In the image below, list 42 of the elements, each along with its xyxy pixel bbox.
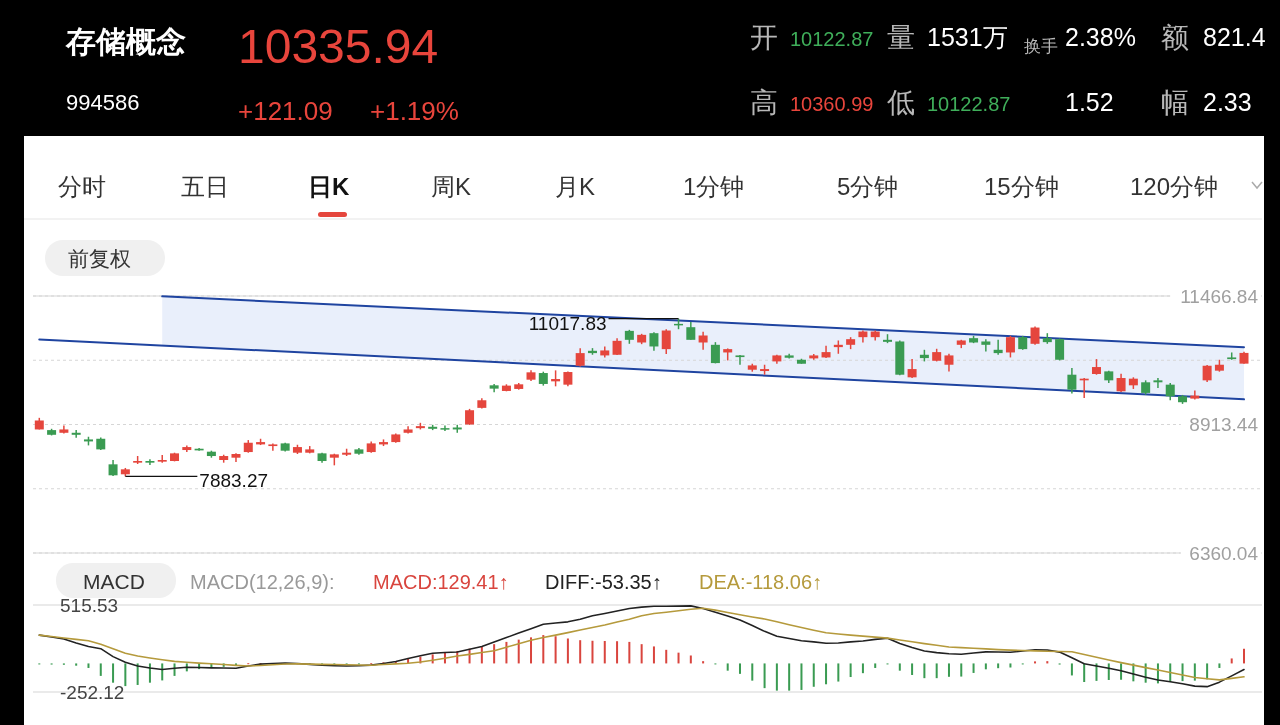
text: 日K (308, 173, 350, 200)
text: 五日 (181, 173, 229, 200)
text: 1531万 (927, 23, 1008, 51)
text: MACD:129.41↑ (373, 571, 509, 593)
text: 15分钟 (984, 173, 1059, 200)
text: 高 (750, 87, 778, 118)
text: +121.09 (238, 96, 333, 126)
series-label: DIFF:-53.35↑ (545, 571, 662, 593)
y-tick-label: 11466.84 (1180, 285, 1259, 307)
text: 分时 (58, 173, 106, 200)
annotation: 11017.83 (528, 312, 607, 334)
text: 换手 (1024, 37, 1058, 56)
text: 994586 (66, 90, 140, 115)
text: 10122.87 (790, 28, 874, 50)
text: 10360.99 (790, 93, 874, 115)
text: 周K (431, 173, 472, 200)
text: 10122.87 (927, 93, 1011, 115)
text: 额 (1161, 22, 1189, 53)
text: 1.52 (1065, 88, 1114, 116)
text: 低 (887, 87, 915, 118)
chart-title: MACD (83, 570, 145, 593)
y-tick-label: 515.53 (60, 594, 119, 616)
text: +1.19% (370, 96, 459, 126)
text: 量 (887, 22, 915, 53)
text: 前复权 (68, 247, 131, 270)
annotation: 7883.27 (199, 470, 269, 492)
text: 10335.94 (238, 20, 439, 73)
text: 120分钟 (1130, 173, 1219, 200)
series-label: DEA:-118.06↑ (699, 571, 823, 593)
y-tick-label: -252.12 (60, 681, 125, 703)
text: 月K (555, 173, 596, 200)
y-tick-label: 6360.04 (1189, 542, 1259, 564)
text: 2.38% (1065, 23, 1136, 51)
text: 2.33 (1203, 88, 1252, 116)
y-tick-label: 8913.44 (1189, 414, 1259, 435)
text: 存储概念 (65, 25, 186, 58)
text: 5分钟 (837, 173, 899, 200)
text: 幅 (1161, 87, 1189, 118)
text: 1分钟 (683, 173, 745, 200)
text: 821.4 (1203, 23, 1266, 51)
text: 开 (750, 22, 778, 53)
chart-subtitle: MACD(12,26,9): (190, 571, 335, 593)
